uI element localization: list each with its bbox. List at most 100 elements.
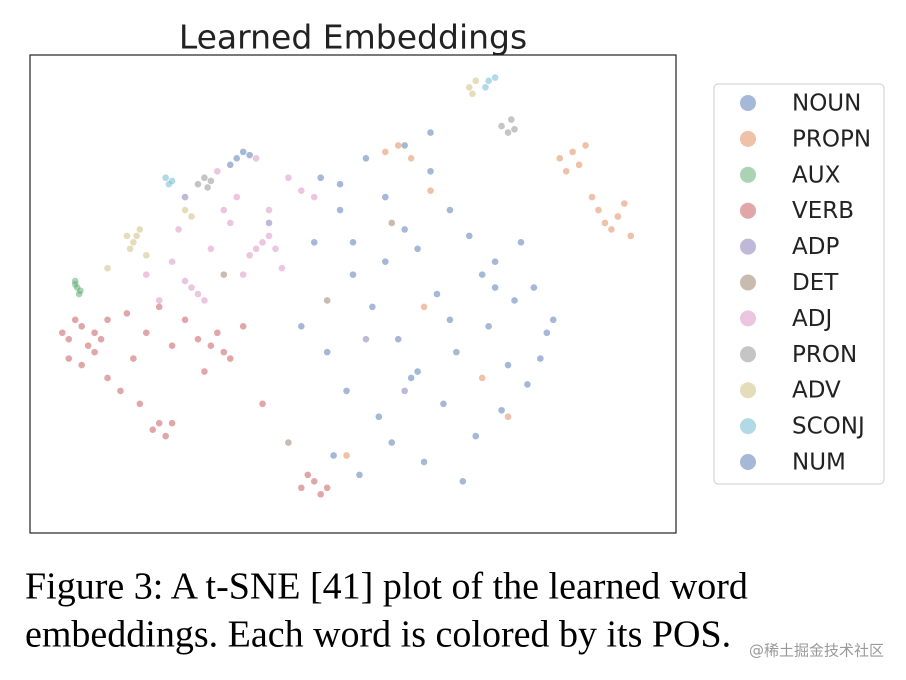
point	[575, 161, 583, 169]
caption-line: embeddings. Each word is colored by its …	[25, 614, 731, 656]
point	[407, 155, 415, 162]
point	[356, 471, 363, 479]
point	[298, 187, 305, 194]
point	[498, 406, 505, 414]
point	[323, 348, 331, 356]
point	[310, 478, 318, 485]
point	[446, 206, 454, 214]
point	[401, 226, 408, 233]
point	[601, 219, 609, 227]
point	[239, 148, 247, 156]
point	[181, 277, 189, 285]
point	[478, 271, 486, 278]
point	[165, 180, 173, 188]
point	[201, 368, 208, 375]
point	[65, 355, 73, 362]
point	[621, 200, 628, 207]
point	[133, 232, 140, 240]
point	[65, 335, 73, 343]
point	[104, 316, 111, 324]
point	[175, 226, 182, 233]
point	[194, 290, 202, 298]
point	[168, 419, 176, 427]
point	[97, 335, 105, 343]
point	[498, 122, 505, 130]
point	[252, 245, 260, 253]
point	[459, 478, 467, 485]
point	[595, 206, 602, 214]
legend-marker	[740, 310, 756, 327]
point	[388, 439, 396, 446]
point	[285, 439, 292, 446]
point	[155, 419, 163, 427]
point	[427, 187, 434, 194]
point	[130, 355, 137, 362]
point	[524, 381, 531, 388]
point	[420, 303, 428, 311]
point	[401, 387, 408, 395]
point	[123, 232, 131, 240]
point	[323, 484, 331, 492]
legend-marker	[740, 166, 756, 183]
point	[582, 142, 589, 149]
point	[265, 219, 273, 227]
legend-label: ADP	[792, 234, 839, 260]
legend-box	[713, 83, 885, 485]
point	[440, 400, 447, 408]
legend-marker	[740, 346, 756, 363]
point	[130, 239, 137, 246]
point	[272, 245, 279, 253]
point	[298, 484, 305, 492]
point	[155, 297, 163, 304]
point	[485, 322, 492, 330]
point	[226, 219, 234, 227]
point	[407, 374, 415, 382]
point	[388, 219, 396, 227]
point	[278, 264, 286, 272]
point	[330, 452, 337, 459]
point	[472, 432, 480, 440]
point	[469, 90, 476, 98]
point	[310, 193, 318, 201]
point	[265, 232, 273, 240]
point	[465, 83, 473, 91]
plot-frame	[29, 54, 677, 534]
point	[465, 232, 473, 240]
point	[562, 167, 570, 175]
point	[59, 329, 66, 337]
point	[162, 432, 169, 440]
legend-label: PROPN	[792, 126, 871, 152]
point	[117, 387, 124, 395]
legend-label: SCONJ	[792, 414, 865, 440]
point	[317, 174, 325, 182]
point	[394, 142, 402, 149]
point	[168, 258, 176, 266]
point	[336, 180, 344, 188]
point	[126, 245, 134, 253]
point	[310, 239, 318, 246]
legend-label: VERB	[792, 198, 854, 224]
point	[433, 290, 441, 298]
point	[233, 193, 241, 201]
point	[427, 129, 434, 136]
point	[537, 355, 544, 362]
point	[142, 329, 150, 337]
chart-title: Learned Embeddings	[179, 18, 527, 57]
point	[123, 310, 131, 317]
legend-label: NOUN	[792, 91, 861, 117]
point	[369, 303, 376, 311]
point	[511, 297, 518, 304]
point	[188, 284, 195, 291]
point	[149, 426, 157, 433]
point	[220, 206, 228, 214]
point	[478, 374, 486, 382]
point	[472, 77, 480, 85]
point	[201, 174, 208, 182]
legend-marker	[740, 382, 756, 399]
point	[104, 264, 111, 272]
point	[543, 329, 551, 337]
point	[504, 129, 512, 136]
point	[530, 284, 538, 291]
legend-marker	[740, 238, 756, 255]
point	[382, 258, 389, 266]
